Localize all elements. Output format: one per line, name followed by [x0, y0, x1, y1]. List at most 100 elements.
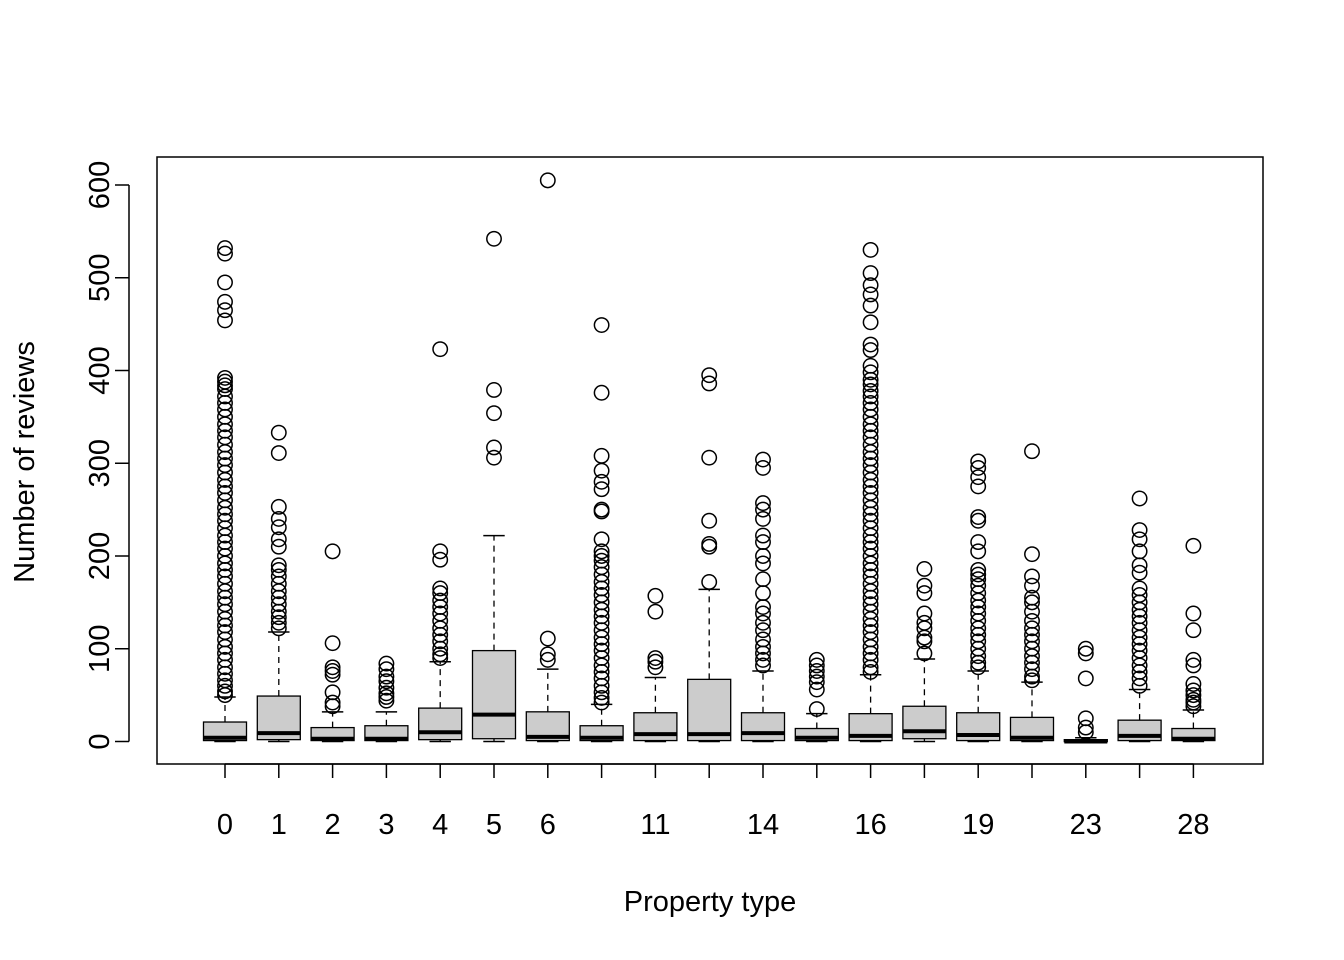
y-tick-label-6: 600 [84, 161, 116, 209]
outlier-point-1-6 [270, 538, 287, 555]
outlier-point-3-7 [378, 692, 395, 709]
x-axis: 0 1 2 3 4 5 6 11 14 16 19 23 28 [217, 763, 1210, 841]
outlier-point-1-1 [270, 445, 287, 461]
outlier-point-7-7 [593, 503, 610, 520]
outlier-point-18-7 [1185, 687, 1202, 704]
outlier-point-2-2 [324, 659, 341, 676]
outlier-point-0-42 [217, 611, 233, 628]
outlier-point-4-12 [432, 640, 449, 657]
outlier-point-4-14 [432, 650, 449, 666]
outlier-point-0-49 [217, 659, 233, 676]
outlier-point-14-17 [970, 620, 987, 637]
outlier-point-10-8 [755, 555, 771, 572]
outlier-point-10-3 [755, 501, 771, 518]
outlier-point-18-0 [1185, 537, 1202, 554]
outlier-point-9-6 [701, 574, 718, 590]
outlier-point-14-4 [970, 509, 987, 525]
outlier-point-10-16 [755, 638, 771, 655]
outlier-point-13-0 [916, 561, 933, 577]
outlier-point-13-2 [916, 585, 933, 602]
outlier-point-9-1 [701, 375, 718, 392]
outlier-point-12-13 [862, 388, 879, 405]
outlier-point-0-8 [217, 377, 233, 394]
x-tick-label-16: 23 [1070, 809, 1102, 841]
outlier-point-13-1 [916, 577, 933, 594]
outlier-point-6-3 [539, 651, 556, 668]
outlier-point-11-3 [808, 668, 825, 685]
box-group-4 [418, 341, 463, 743]
outlier-point-9-0 [701, 367, 718, 384]
outlier-point-7-3 [593, 462, 610, 479]
outlier-point-12-9 [862, 364, 879, 381]
outlier-point-10-4 [755, 510, 771, 527]
outlier-point-15-14 [1024, 661, 1040, 678]
x-tick-label-8: 11 [640, 809, 670, 841]
outlier-point-12-33 [862, 527, 879, 544]
outlier-point-12-12 [862, 382, 879, 399]
outlier-point-7-10 [593, 548, 610, 564]
outlier-point-0-38 [217, 583, 233, 600]
outlier-point-10-5 [755, 527, 771, 544]
outlier-point-7-5 [593, 481, 610, 498]
outlier-point-14-5 [970, 512, 987, 529]
outlier-point-12-49 [862, 638, 879, 655]
outlier-point-4-9 [432, 620, 449, 637]
outlier-point-4-3 [432, 580, 449, 597]
y-axis: 0 100 200 300 400 500 600 [84, 161, 130, 750]
outlier-point-7-9 [593, 543, 610, 560]
outlier-point-1-5 [270, 531, 287, 548]
outlier-point-0-5 [217, 312, 233, 329]
outlier-point-7-29 [593, 677, 610, 694]
outlier-point-8-3 [647, 653, 664, 670]
outlier-point-1-17 [270, 620, 287, 637]
outlier-point-14-9 [970, 566, 987, 583]
outlier-point-16-0 [1077, 640, 1094, 657]
outlier-point-6-1 [539, 630, 556, 647]
outlier-point-17-4 [1131, 557, 1148, 574]
outlier-point-10-14 [755, 622, 771, 639]
outlier-point-18-10 [1185, 698, 1202, 715]
outlier-point-1-15 [270, 609, 287, 626]
outlier-point-12-53 [862, 663, 879, 680]
outlier-point-0-52 [217, 677, 233, 694]
outlier-point-10-11 [755, 599, 771, 615]
outlier-point-14-0 [970, 453, 987, 470]
outlier-point-0-6 [217, 369, 233, 386]
outlier-point-5-4 [486, 449, 502, 466]
outlier-point-12-1 [862, 265, 879, 282]
outlier-point-0-1 [217, 245, 233, 262]
outlier-point-8-2 [647, 650, 664, 666]
outlier-point-0-18 [217, 444, 233, 461]
outlier-point-10-19 [755, 657, 771, 674]
outlier-point-14-2 [970, 469, 987, 486]
outlier-point-2-7 [324, 698, 341, 715]
outlier-point-12-0 [862, 241, 879, 258]
outlier-point-14-6 [970, 534, 987, 551]
outlier-point-18-3 [1185, 651, 1202, 668]
outlier-point-0-14 [217, 416, 233, 433]
outlier-point-15-3 [1024, 577, 1040, 594]
outlier-point-17-17 [1131, 657, 1148, 674]
outlier-point-5-2 [486, 405, 502, 422]
box-group-18 [1171, 537, 1216, 743]
y-tick-label-4: 400 [84, 346, 116, 394]
box-group-8 [633, 587, 678, 743]
outlier-point-14-13 [970, 592, 987, 609]
box-group-11 [794, 651, 839, 743]
outlier-point-2-6 [324, 694, 341, 711]
x-tick-label-0: 0 [217, 809, 233, 841]
outlier-point-0-10 [217, 388, 233, 405]
outlier-point-6-2 [539, 646, 556, 663]
x-tick-label-14: 19 [962, 809, 994, 841]
y-tick-label-3: 300 [84, 439, 116, 487]
outlier-point-3-4 [378, 679, 395, 696]
outlier-point-12-29 [862, 499, 879, 516]
outlier-point-10-12 [755, 605, 771, 622]
outlier-point-1-14 [270, 603, 287, 620]
outlier-point-10-1 [755, 459, 771, 476]
box-15 [1009, 716, 1055, 742]
outlier-point-18-5 [1185, 676, 1202, 692]
outlier-point-0-46 [217, 638, 233, 655]
outlier-point-11-1 [808, 657, 825, 674]
outlier-point-5-3 [486, 439, 502, 456]
